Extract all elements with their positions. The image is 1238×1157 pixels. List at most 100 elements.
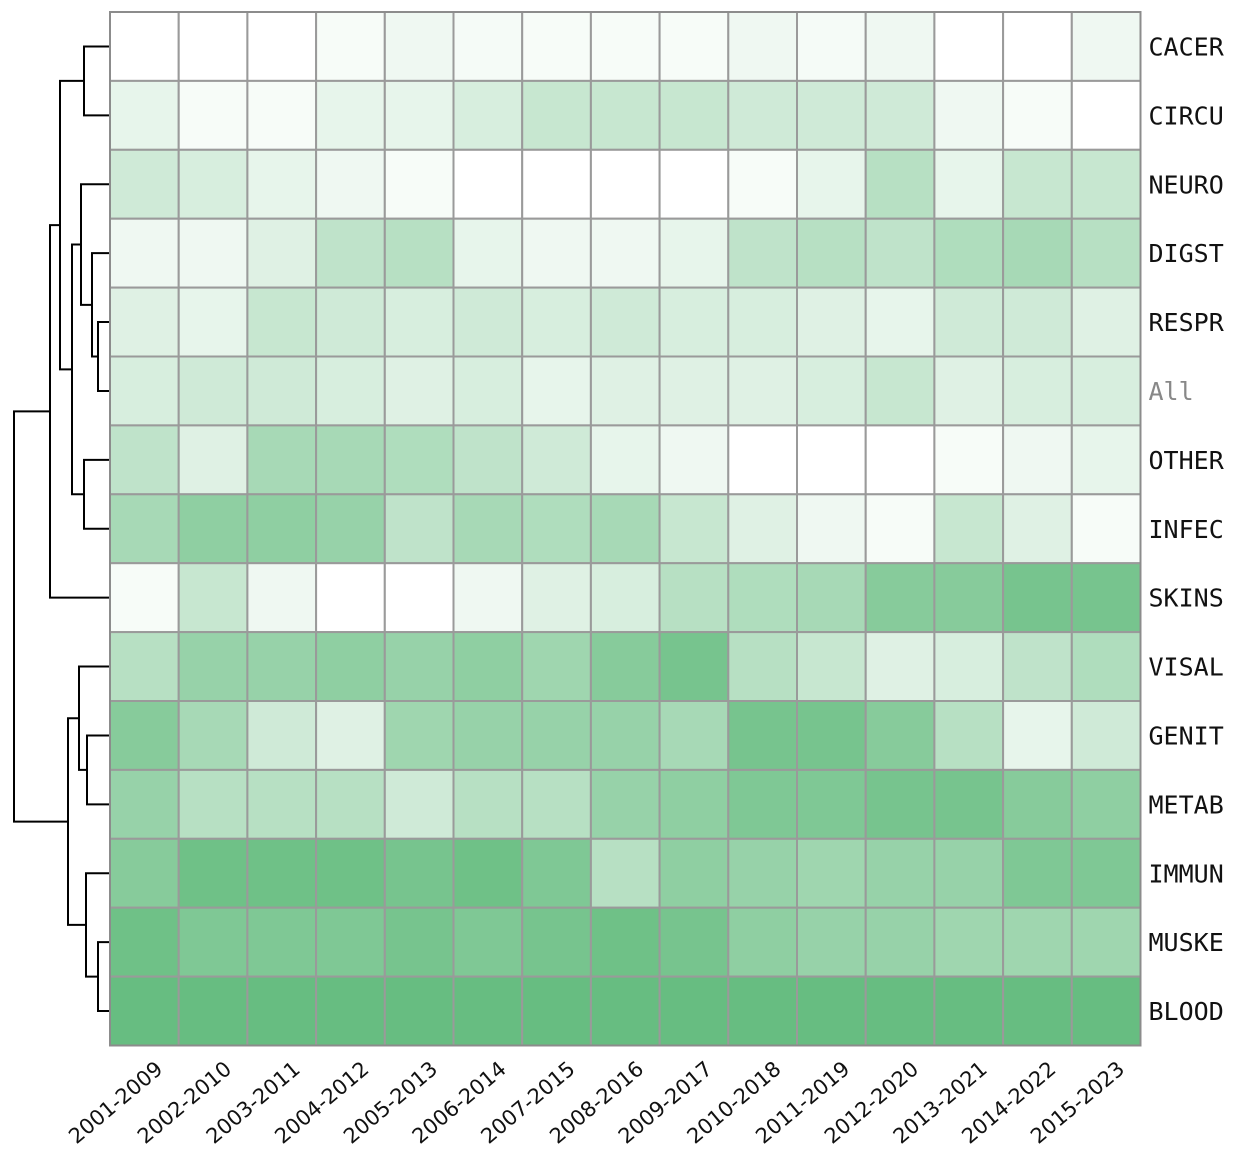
row-label-visal: VISAL [1149,653,1224,682]
heatmap-cell-blood-2007-2015 [521,975,592,1047]
heatmap-cell-all-2006-2014 [452,355,524,427]
heatmap-cell-blood-2006-2014 [452,975,524,1047]
heatmap-cell-immun-2006-2014 [452,837,524,909]
heatmap-cell-cacer-2001-2009 [109,11,180,82]
heatmap-cell-other-2008-2016 [589,424,661,496]
heatmap-cell-skins-2011-2019 [796,562,867,634]
heatmap-cell-neuro-2005-2013 [383,148,455,220]
heatmap-cell-respr-2011-2019 [796,286,867,358]
heatmap-cell-infec-2011-2019 [796,493,867,565]
row-label-immun: IMMUN [1149,859,1224,888]
heatmap-cell-all-2012-2020 [864,355,936,427]
heatmap-cell-infec-2002-2010 [177,493,249,565]
heatmap-cell-cacer-2015-2023 [1070,11,1142,82]
heatmap-cell-immun-2001-2009 [109,837,180,909]
row-label-digst: DIGST [1149,239,1224,268]
heatmap-cell-muske-2001-2009 [109,906,180,978]
heatmap-cell-respr-2013-2021 [933,286,1005,358]
heatmap-cell-other-2010-2018 [727,424,798,496]
heatmap-cell-skins-2003-2011 [246,562,318,634]
heatmap-cell-other-2001-2009 [109,424,180,496]
heatmap-cell-infec-2014-2022 [1002,493,1073,565]
heatmap-cell-immun-2008-2016 [589,837,661,909]
heatmap-cell-skins-2005-2013 [383,562,455,634]
heatmap-cell-visal-2014-2022 [1002,631,1073,702]
heatmap-cell-genit-2004-2012 [315,700,386,771]
heatmap-cell-skins-2010-2018 [727,562,798,634]
dendrogram-link [13,410,68,823]
heatmap-cell-respr-2003-2011 [246,286,318,358]
heatmap-cell-respr-2004-2012 [315,286,386,358]
heatmap-cell-infec-2010-2018 [727,493,798,565]
heatmap-cell-all-2001-2009 [109,355,180,427]
heatmap-cell-immun-2009-2017 [658,837,730,909]
heatmap-cell-neuro-2007-2015 [521,148,592,220]
heatmap-cell-metab-2010-2018 [727,768,798,840]
heatmap-cell-visal-2007-2015 [521,631,592,702]
heatmap-cell-muske-2004-2012 [315,906,386,978]
heatmap-cell-blood-2010-2018 [727,975,798,1047]
heatmap-cell-blood-2008-2016 [589,975,661,1047]
heatmap-cell-respr-2006-2014 [452,286,524,358]
heatmap-cell-genit-2013-2021 [933,700,1005,771]
heatmap-cell-neuro-2013-2021 [933,148,1005,220]
dendrogram-link [86,734,110,806]
heatmap-cell-blood-2009-2017 [658,975,730,1047]
heatmap-cell-circu-2009-2017 [658,79,730,151]
heatmap-cell-circu-2004-2012 [315,79,386,151]
heatmap-cell-respr-2015-2023 [1070,286,1142,358]
heatmap-cell-visal-2004-2012 [315,631,386,702]
heatmap-cell-infec-2008-2016 [589,493,661,565]
dendrogram-link [97,941,110,1013]
heatmap-cell-circu-2014-2022 [1002,79,1073,151]
heatmap-cell-other-2006-2014 [452,424,524,496]
heatmap-cell-infec-2003-2011 [246,493,318,565]
heatmap-cell-metab-2005-2013 [383,768,455,840]
heatmap-cell-cacer-2002-2010 [177,11,249,82]
heatmap-cell-infec-2015-2023 [1070,493,1142,565]
heatmap-cell-other-2004-2012 [315,424,386,496]
heatmap-cell-cacer-2014-2022 [1002,11,1073,82]
heatmap-cell-digst-2010-2018 [727,217,798,289]
heatmap-cell-visal-2015-2023 [1070,631,1142,702]
heatmap-cell-skins-2002-2010 [177,562,249,634]
heatmap-cell-muske-2006-2014 [452,906,524,978]
dendrogram-link [83,45,110,117]
row-label-infec: INFEC [1149,515,1224,544]
heatmap-cell-muske-2010-2018 [727,906,798,978]
heatmap-cell-visal-2005-2013 [383,631,455,702]
heatmap-cell-blood-2012-2020 [864,975,936,1047]
heatmap-cell-blood-2013-2021 [933,975,1005,1047]
heatmap-cell-infec-2013-2021 [933,493,1005,565]
heatmap-cell-respr-2010-2018 [727,286,798,358]
heatmap-cell-visal-2003-2011 [246,631,318,702]
heatmap-cell-respr-2008-2016 [589,286,661,358]
heatmap-cell-immun-2013-2021 [933,837,1005,909]
heatmap-frame [109,11,1142,1047]
heatmap-cell-neuro-2001-2009 [109,148,180,220]
heatmap-cell-neuro-2015-2023 [1070,148,1142,220]
row-label-all: All [1149,377,1194,406]
dendrogram-link [71,243,84,496]
heatmap-cell-neuro-2012-2020 [864,148,936,220]
heatmap-cell-all-2008-2016 [589,355,661,427]
heatmap-cell-circu-2011-2019 [796,79,867,151]
heatmap-cell-genit-2006-2014 [452,700,524,771]
heatmap-cell-metab-2011-2019 [796,768,867,840]
heatmap-cell-cacer-2009-2017 [658,11,730,82]
heatmap-cell-digst-2013-2021 [933,217,1005,289]
heatmap-cell-other-2013-2021 [933,424,1005,496]
heatmap-cells [109,11,1142,1047]
heatmap-cell-infec-2009-2017 [658,493,730,565]
heatmap-cell-cacer-2005-2013 [383,11,455,82]
heatmap-cell-skins-2001-2009 [109,562,180,634]
heatmap-cell-immun-2003-2011 [246,837,318,909]
heatmap-cell-respr-2009-2017 [658,286,730,358]
heatmap-cell-metab-2004-2012 [315,768,386,840]
heatmap-cell-digst-2007-2015 [521,217,592,289]
heatmap-cell-digst-2011-2019 [796,217,867,289]
heatmap-cell-all-2013-2021 [933,355,1005,427]
heatmap-cell-skins-2007-2015 [521,562,592,634]
heatmap-cell-digst-2003-2011 [246,217,318,289]
